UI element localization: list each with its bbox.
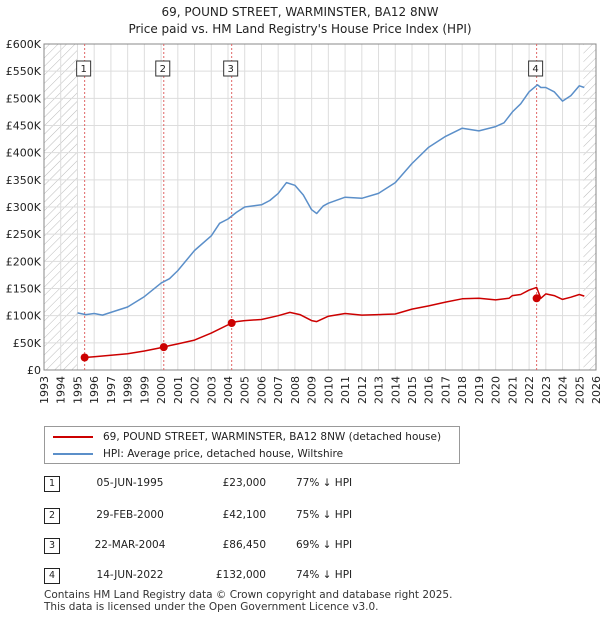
legend-item-property: 69, POUND STREET, WARMINSTER, BA12 8NW (… [53, 429, 441, 445]
series-line-property [84, 286, 585, 359]
sale-hpi-diff: 77% ↓ HPI [296, 477, 353, 489]
x-tick-label: 1996 [88, 376, 101, 404]
footer-line-1: Contains HM Land Registry data © Crown c… [44, 589, 453, 601]
x-tick-label: 2021 [506, 376, 519, 404]
x-tick-label: 2006 [255, 376, 268, 404]
sale-label-box [155, 60, 171, 77]
price-chart: £0 £50K £100K £150K £200K £250K £300K £350K £400… [6, 38, 600, 404]
sale-number-badge: 3 [44, 538, 60, 554]
sale-label-number: 4 [532, 64, 538, 75]
sale-point [532, 294, 541, 303]
sale-date: 29-FEB-2000 [96, 509, 164, 521]
y-tick-label: £450K [6, 120, 42, 133]
x-tick-label: 2017 [439, 376, 452, 404]
series-line-hpi [77, 84, 585, 316]
x-tick-label: 2011 [339, 376, 352, 404]
x-tick-label: 2022 [523, 376, 536, 404]
sale-number-badge: 4 [44, 568, 60, 584]
sale-price: £132,000 [215, 569, 266, 581]
sale-number-badge: 1 [44, 476, 60, 492]
y-tick-label: £300K [6, 201, 42, 214]
y-tick-label: £500K [6, 92, 42, 105]
legend-swatch-property [53, 436, 93, 438]
x-tick-label: 2001 [172, 376, 185, 404]
y-tick-label: £400K [6, 147, 42, 160]
x-tick-label: 2008 [289, 376, 302, 404]
y-tick-label: £200K [6, 255, 42, 268]
sale-point [227, 319, 236, 328]
x-tick-label: 2019 [473, 376, 486, 404]
sale-label-number: 2 [160, 64, 166, 75]
x-tick-label: 1993 [38, 376, 51, 404]
x-tick-label: 2005 [239, 376, 252, 404]
x-tick-label: 2004 [222, 376, 235, 404]
title-line-1: 69, POUND STREET, WARMINSTER, BA12 8NW [161, 5, 439, 19]
x-tick-label: 2010 [322, 376, 335, 404]
y-tick-label: £50K [13, 337, 42, 350]
sale-point [80, 353, 89, 362]
x-tick-label: 2000 [155, 376, 168, 404]
sale-label-number: 1 [80, 64, 86, 75]
sale-row: 4 14-JUN-2022 £132,000 74% ↓ HPI [44, 566, 444, 586]
x-tick-label: 1998 [122, 376, 135, 404]
x-tick-label: 2026 [590, 376, 600, 404]
legend-label-hpi: HPI: Average price, detached house, Wilt… [103, 448, 344, 460]
y-tick-label: £100K [6, 310, 42, 323]
x-tick-label: 1999 [138, 376, 151, 404]
x-tick-label: 2015 [406, 376, 419, 404]
footer: Contains HM Land Registry data © Crown c… [44, 589, 452, 613]
y-tick-label: £0 [27, 364, 41, 377]
legend-label-property: 69, POUND STREET, WARMINSTER, BA12 8NW (… [103, 431, 442, 443]
y-tick-label: £150K [6, 283, 42, 296]
y-tick-label: £550K [6, 65, 42, 78]
sale-price: £23,000 [222, 477, 266, 489]
y-tick-label: £600K [6, 38, 42, 51]
x-tick-label: 2018 [456, 376, 469, 404]
x-tick-label: 1995 [71, 376, 84, 404]
y-tick-label: £350K [6, 174, 42, 187]
sale-label-box [528, 60, 544, 77]
sale-label-box [223, 60, 239, 77]
x-tick-label: 2012 [356, 376, 369, 404]
legend-item-hpi: HPI: Average price, detached house, Wilt… [53, 446, 343, 462]
sale-label-number: 3 [227, 64, 233, 75]
sale-label-box [76, 60, 92, 77]
sale-row: 3 22-MAR-2004 £86,450 69% ↓ HPI [44, 536, 444, 556]
y-tick-label: £250K [6, 228, 42, 241]
x-tick-label: 1997 [105, 376, 118, 404]
x-tick-label: 2007 [272, 376, 285, 404]
sale-row: 1 05-JUN-1995 £23,000 77% ↓ HPI [44, 474, 444, 494]
x-tick-label: 2013 [373, 376, 386, 404]
plot-border [43, 43, 597, 371]
legend: 69, POUND STREET, WARMINSTER, BA12 8NW (… [44, 426, 460, 464]
chart-title: 69, POUND STREET, WARMINSTER, BA12 8NW P… [0, 4, 600, 38]
x-tick-label: 2009 [306, 376, 319, 404]
title-line-2: Price paid vs. HM Land Registry's House … [128, 22, 472, 36]
sale-hpi-diff: 69% ↓ HPI [296, 539, 353, 551]
sale-hpi-diff: 75% ↓ HPI [296, 509, 353, 521]
sale-point [159, 343, 168, 352]
x-tick-label: 2014 [389, 376, 402, 404]
sale-date: 14-JUN-2022 [96, 569, 164, 581]
x-tick-label: 2023 [540, 376, 553, 404]
footer-line-2: This data is licensed under the Open Gov… [44, 601, 379, 613]
sale-price: £42,100 [222, 509, 266, 521]
sale-price: £86,450 [222, 539, 266, 551]
x-tick-label: 2003 [205, 376, 218, 404]
x-tick-label: 2024 [557, 376, 570, 404]
sale-number-badge: 2 [44, 508, 60, 524]
sale-hpi-diff: 74% ↓ HPI [296, 569, 353, 581]
x-tick-label: 2025 [573, 376, 586, 404]
x-tick-label: 2016 [423, 376, 436, 404]
legend-swatch-hpi [53, 453, 93, 455]
sale-row: 2 29-FEB-2000 £42,100 75% ↓ HPI [44, 506, 444, 526]
x-tick-label: 1994 [55, 376, 68, 404]
sale-date: 22-MAR-2004 [94, 539, 166, 551]
sale-date: 05-JUN-1995 [96, 477, 164, 489]
x-tick-label: 2002 [189, 376, 202, 404]
x-tick-label: 2020 [490, 376, 503, 404]
